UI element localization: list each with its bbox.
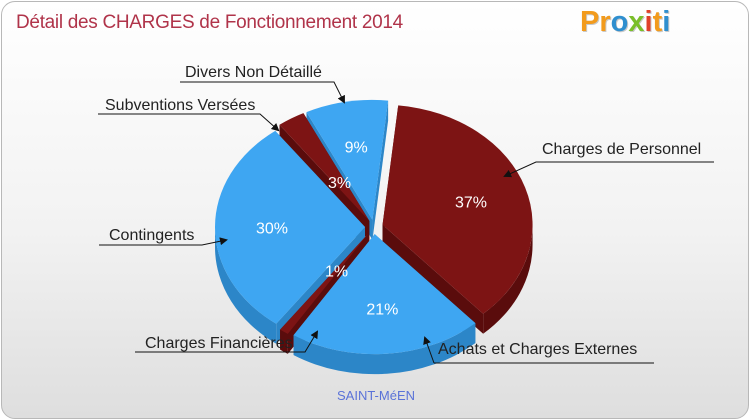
slice-percent-label: 21% <box>366 301 398 318</box>
slice-side <box>483 224 533 334</box>
slice-percent-label: 1% <box>325 264 348 281</box>
leader-line <box>503 161 714 178</box>
pie-slice <box>215 130 366 324</box>
slice-side <box>215 227 277 344</box>
slice-side <box>293 323 476 375</box>
slice-percent-label: 3% <box>328 175 351 192</box>
pie-slice <box>279 113 370 221</box>
pie-slice <box>306 99 389 220</box>
chart-title: Détail des CHARGES de Fonctionnement 201… <box>16 12 403 33</box>
slice-category-label: Achats et Charges Externes <box>438 341 637 358</box>
leader-line <box>98 113 280 132</box>
slice-category-label: Contingents <box>109 227 194 244</box>
slice-percent-label: 9% <box>345 140 368 157</box>
city-label: SAINT-MéEN <box>336 388 415 403</box>
slice-wall <box>280 232 369 350</box>
slice-category-label: Charges Financières <box>145 335 293 352</box>
slice-wall <box>372 100 389 240</box>
slice-wall <box>382 224 484 334</box>
slice-percent-label: 30% <box>256 220 288 237</box>
slice-percent-label: 37% <box>455 195 487 212</box>
slice-category-label: Divers Non Détaillé <box>185 64 322 81</box>
slice-category-label: Charges de Personnel <box>542 141 701 158</box>
leader-line <box>135 330 319 353</box>
leader-line <box>99 237 228 246</box>
pie-slice <box>382 105 533 314</box>
pie-slice <box>280 232 369 334</box>
leader-arrow <box>423 336 435 364</box>
pie-slice <box>293 234 476 355</box>
proxiti-logo: Proxiti <box>580 6 671 38</box>
slice-category-label: Subventions Versées <box>105 97 255 114</box>
leader-line <box>180 81 345 104</box>
